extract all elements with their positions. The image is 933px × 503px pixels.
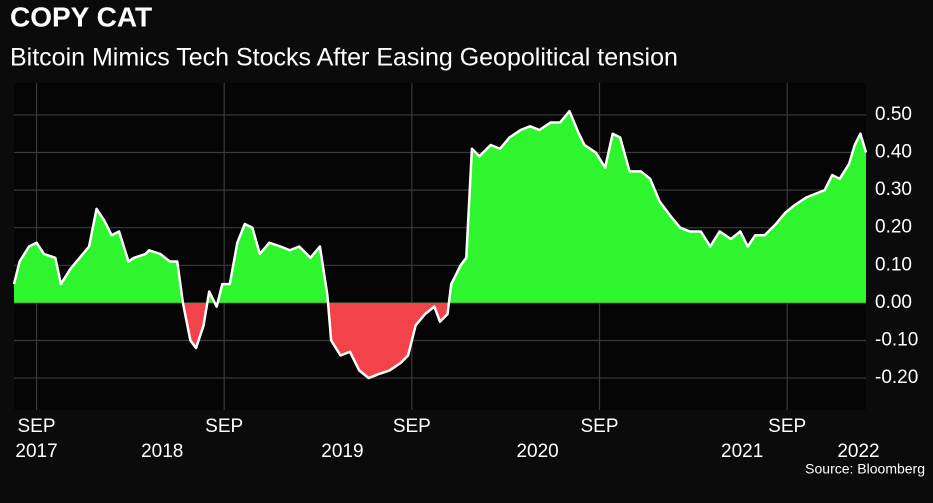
y-tick-label: -0.20 (875, 367, 918, 388)
x-year-label: 2022 (837, 441, 879, 462)
y-tick-label: 0.30 (875, 179, 912, 200)
x-year-label: 2018 (141, 441, 183, 462)
chart-title: COPY CAT (10, 1, 152, 32)
x-tick-label: SEP (18, 416, 56, 437)
y-tick-label: 0.50 (875, 104, 912, 125)
y-tick-label: -0.10 (875, 329, 918, 350)
x-tick-label: SEP (393, 416, 431, 437)
x-tick-label: SEP (580, 416, 618, 437)
line (12, 109, 868, 380)
source: Source: Bloomberg (805, 461, 925, 477)
area-negative (182, 302, 449, 379)
area-positive (14, 111, 866, 303)
x-tick-label: SEP (768, 416, 806, 437)
y-tick-label: 0.20 (875, 217, 912, 238)
x-year-label: 2019 (321, 441, 363, 462)
y-tick-label: 0.40 (875, 142, 912, 163)
x-year-label: 2020 (516, 441, 558, 462)
x-tick-label: SEP (205, 416, 243, 437)
y-tick-label: 0.00 (875, 292, 912, 313)
x-year-label: 2021 (721, 441, 763, 462)
x-year-label: 2017 (15, 441, 57, 462)
chart-subtitle: Bitcoin Mimics Tech Stocks After Easing … (10, 44, 678, 72)
y-tick-label: 0.10 (875, 254, 912, 275)
